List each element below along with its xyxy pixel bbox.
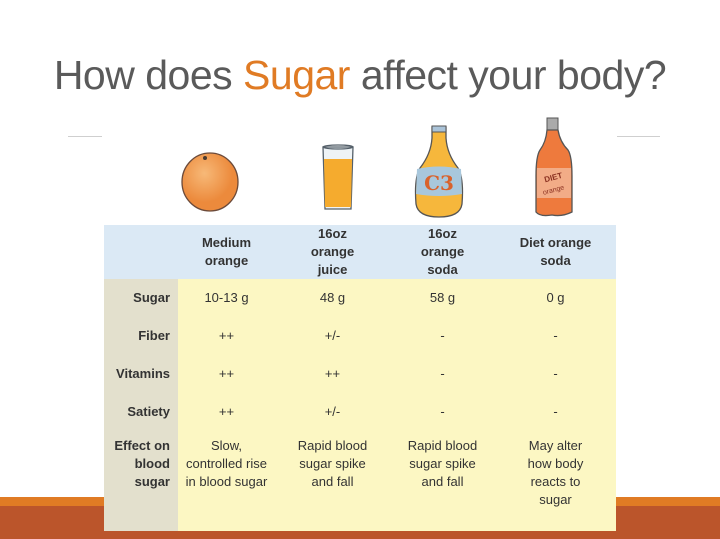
table-cell: ++	[178, 317, 275, 355]
divider-left	[68, 136, 102, 137]
juice-glass-icon	[322, 144, 354, 210]
table-cell: 48 g	[275, 279, 390, 317]
sugar-comparison-table: Medium orange 16oz orange juice 16oz ora…	[104, 225, 616, 531]
table-cell: -	[495, 317, 616, 355]
table-cell: ++	[275, 355, 390, 393]
svg-text:C3: C3	[424, 171, 454, 195]
table-cell: -	[495, 355, 616, 393]
divider-right	[617, 136, 660, 137]
row-label: Effect on blood sugar	[104, 431, 178, 531]
row-label: Satiety	[104, 393, 178, 431]
table-cell: -	[390, 393, 495, 431]
slide-title: How does Sugar affect your body?	[0, 52, 720, 99]
table-cell: 0 g	[495, 279, 616, 317]
table-cell: +/-	[275, 393, 390, 431]
table-cell: -	[390, 355, 495, 393]
row-label: Fiber	[104, 317, 178, 355]
row-label: Sugar	[104, 279, 178, 317]
table-cell: 10-13 g	[178, 279, 275, 317]
column-header: Medium orange	[178, 225, 275, 279]
column-header: 16oz orange juice	[275, 225, 390, 279]
table-cell: ++	[178, 355, 275, 393]
title-text-end: affect your body?	[349, 52, 667, 98]
soda-bottle-icon: C3	[414, 125, 464, 218]
table-cell: Rapid blood sugar spike and fall	[275, 431, 390, 531]
table-cell: ++	[178, 393, 275, 431]
table-cell: Slow, controlled rise in blood sugar	[178, 431, 275, 531]
column-header: 16oz orange soda	[390, 225, 495, 279]
table-row: Vitamins ++ ++ - -	[104, 355, 616, 393]
orange-icon	[181, 152, 239, 212]
diet-soda-bottle-icon: DIET orange	[535, 117, 573, 217]
title-text: How does	[53, 52, 244, 98]
table-cell: -	[495, 393, 616, 431]
table-row: Effect on blood sugar Slow, controlled r…	[104, 431, 616, 531]
table-cell: May alter how body reacts to sugar	[495, 431, 616, 531]
title-highlight: Sugar	[243, 52, 350, 98]
table-row: Fiber ++ +/- - -	[104, 317, 616, 355]
table-row: Sugar 10-13 g 48 g 58 g 0 g	[104, 279, 616, 317]
column-header: Diet orange soda	[495, 225, 616, 279]
table-row: Satiety ++ +/- - -	[104, 393, 616, 431]
row-label: Vitamins	[104, 355, 178, 393]
table-cell: -	[390, 317, 495, 355]
table-cell: +/-	[275, 317, 390, 355]
table-cell: 58 g	[390, 279, 495, 317]
header-row: Medium orange 16oz orange juice 16oz ora…	[104, 225, 616, 279]
header-empty	[104, 225, 178, 279]
table-cell: Rapid blood sugar spike and fall	[390, 431, 495, 531]
